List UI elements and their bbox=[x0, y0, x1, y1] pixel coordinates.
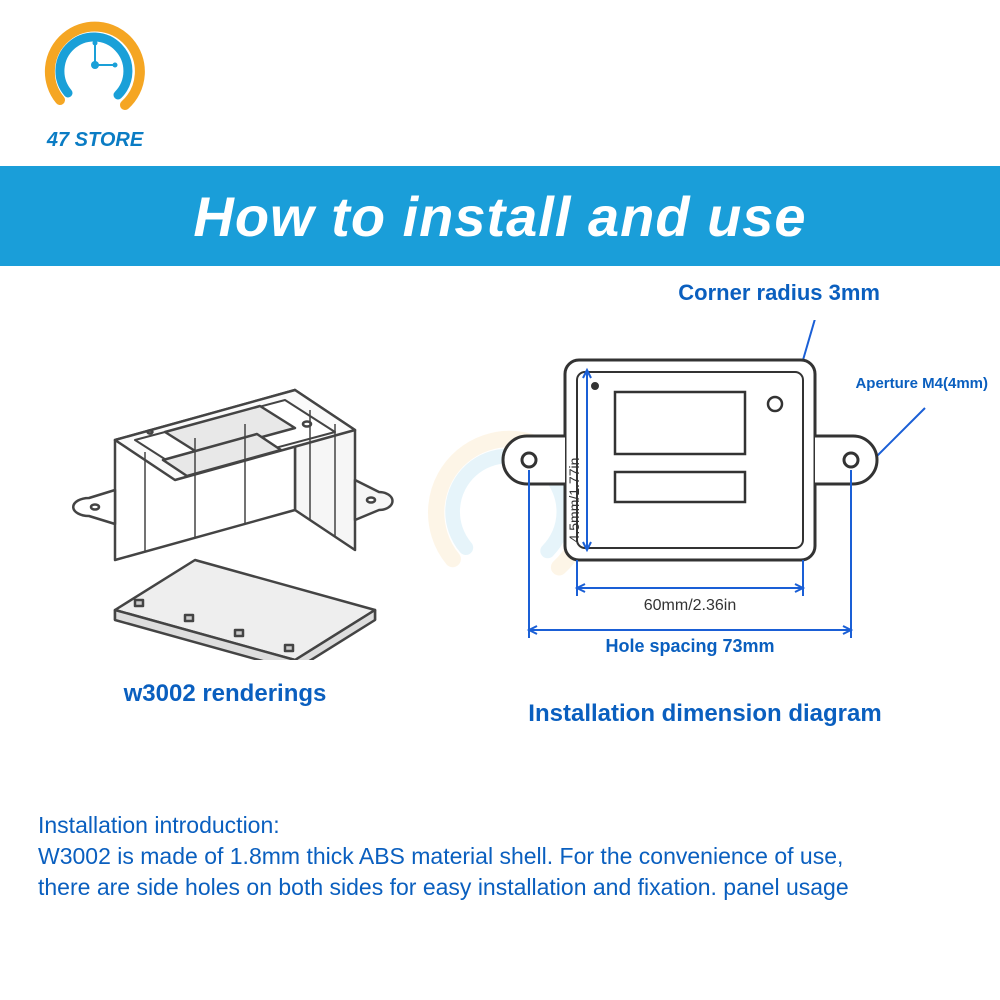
content-area: Corner radius 3mm Aperture M4(4mm) bbox=[0, 280, 1000, 728]
intro-text: Installation introduction: W3002 is made… bbox=[38, 810, 962, 903]
logo-icon bbox=[40, 15, 150, 125]
height-dim-text: 4.5mm/1.77in bbox=[566, 458, 582, 543]
title-bar: How to install and use bbox=[0, 166, 1000, 266]
rendering-svg bbox=[45, 320, 405, 660]
corner-radius-label: Corner radius 3mm bbox=[678, 280, 880, 306]
hole-spacing-text: Hole spacing 73mm bbox=[605, 636, 774, 656]
store-name: 47 STORE bbox=[47, 129, 143, 152]
width-dim-text: 60mm/2.36in bbox=[644, 597, 737, 614]
intro-line3: there are side holes on both sides for e… bbox=[38, 872, 962, 903]
logo: 47 STORE bbox=[40, 15, 150, 152]
diagram-caption: Installation dimension diagram bbox=[528, 700, 881, 728]
intro-line1: Installation introduction: bbox=[38, 810, 962, 841]
rendering-caption: w3002 renderings bbox=[124, 680, 327, 708]
title-text: How to install and use bbox=[193, 184, 806, 249]
intro-line2: W3002 is made of 1.8mm thick ABS materia… bbox=[38, 841, 962, 872]
diagrams-row: w3002 renderings bbox=[0, 280, 1000, 728]
aperture-label: Aperture M4(4mm) bbox=[855, 375, 988, 392]
rendering-block: w3002 renderings bbox=[45, 320, 405, 708]
dimension-svg: 4.5mm/1.77in 60mm/2.36in bbox=[455, 320, 955, 680]
